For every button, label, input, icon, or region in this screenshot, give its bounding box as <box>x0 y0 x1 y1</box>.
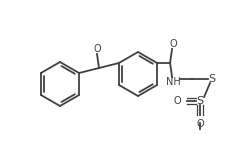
Text: NH: NH <box>165 77 180 87</box>
Text: S: S <box>196 96 203 106</box>
Text: O: O <box>172 96 180 106</box>
Text: S: S <box>208 74 215 84</box>
Text: O: O <box>93 44 100 54</box>
Text: O: O <box>196 119 203 129</box>
Text: O: O <box>168 39 176 49</box>
